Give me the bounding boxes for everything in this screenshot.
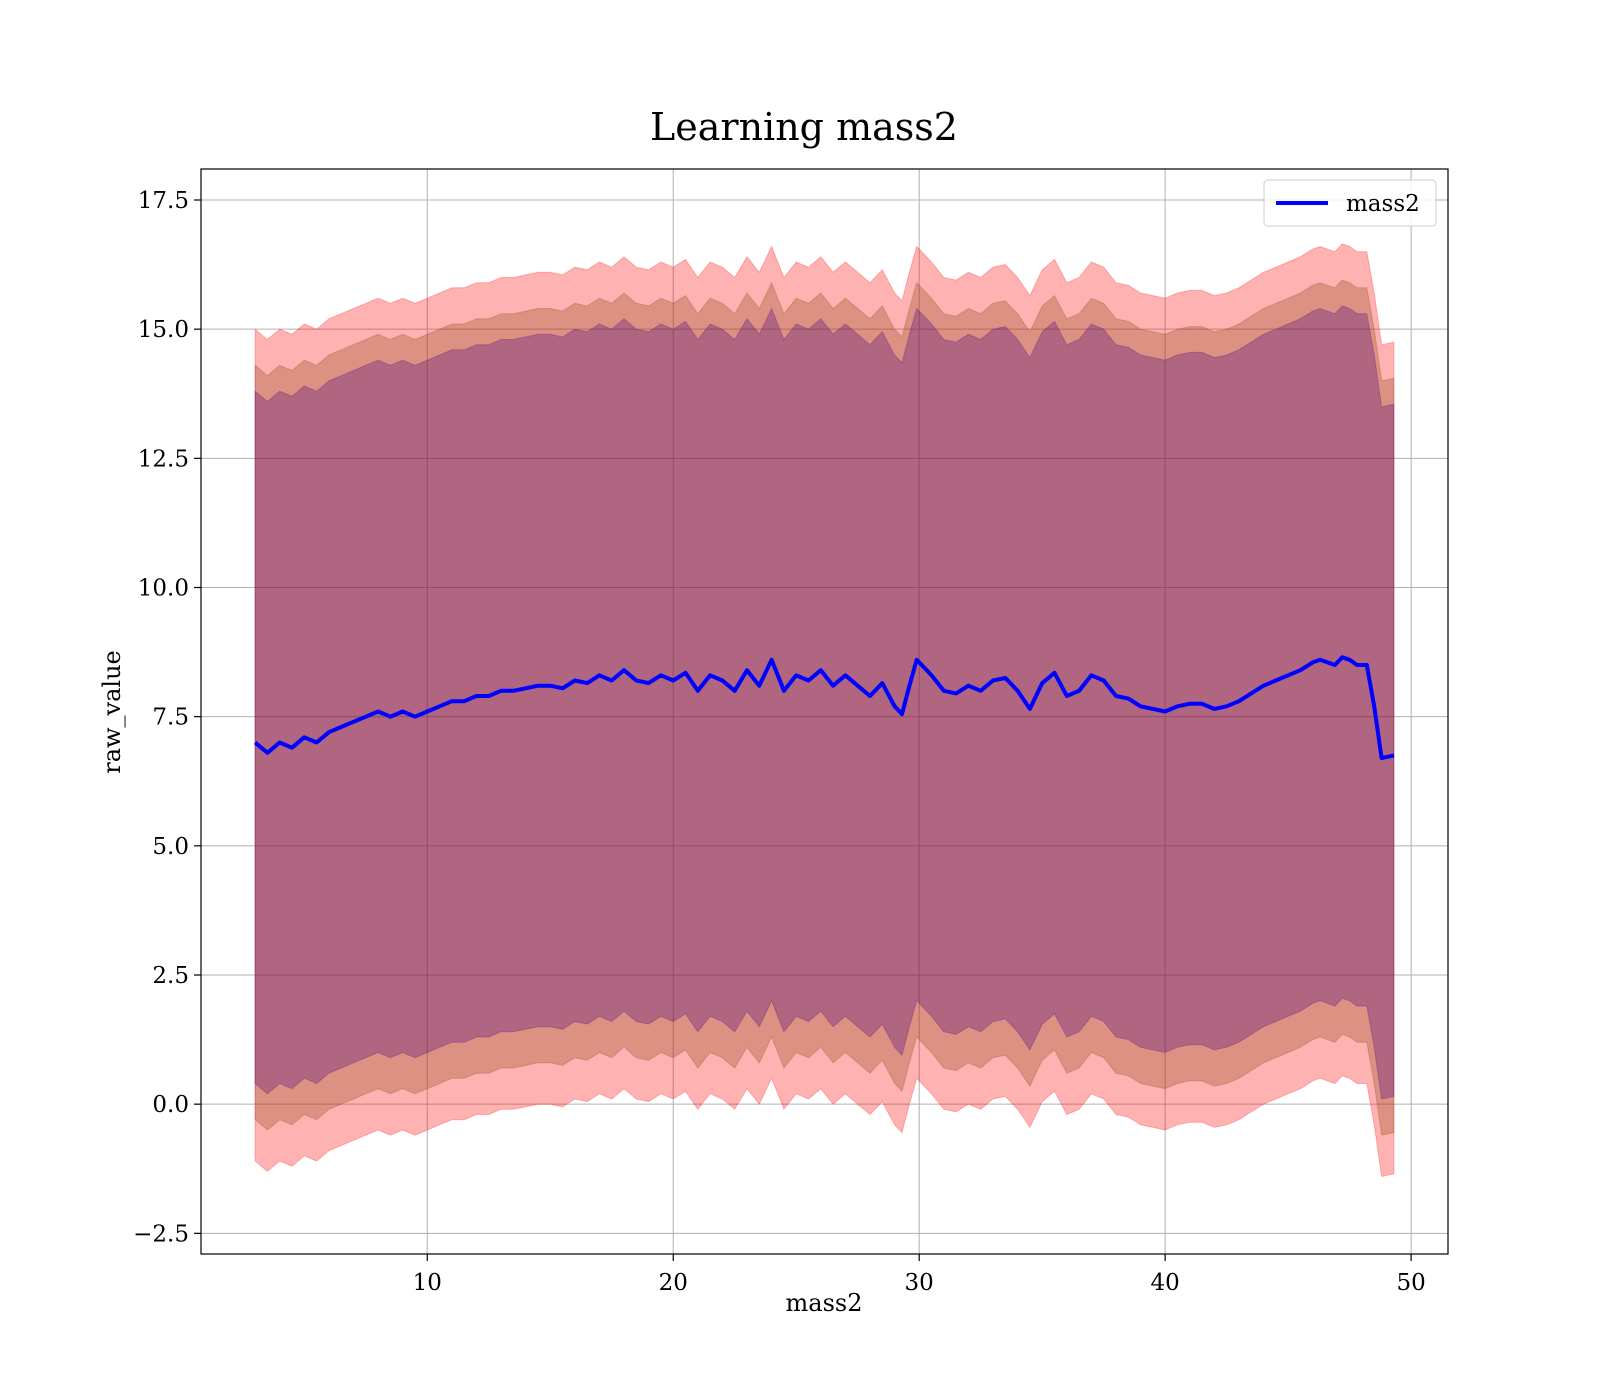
chart-title: Learning mass2 <box>650 105 958 149</box>
x-tick-label: 50 <box>1396 1270 1425 1296</box>
series-line-mass2 <box>253 655 1395 760</box>
x-tick-label: 40 <box>1151 1270 1180 1296</box>
x-tick-label: 30 <box>905 1270 934 1296</box>
plot-background <box>201 169 1448 1254</box>
y-tick-label: 7.5 <box>152 705 189 731</box>
y-tick-label: 12.5 <box>138 446 189 472</box>
x-tick-label: 10 <box>413 1270 442 1296</box>
y-tick-label: 0.0 <box>152 1092 189 1118</box>
confidence-band-2 <box>254 305 1395 1100</box>
confidence-bands <box>254 243 1395 1178</box>
y-tick-label: 17.5 <box>138 188 189 214</box>
x-tick-label: 20 <box>659 1270 688 1296</box>
legend-label-mass2: mass2 <box>1346 191 1420 217</box>
y-axis-label: raw_value <box>98 650 126 774</box>
y-axis-ticks: −2.5 0.0 2.5 5.0 7.5 10.0 12.5 15.0 17.5 <box>133 188 201 1247</box>
y-tick-label: −2.5 <box>133 1221 189 1247</box>
confidence-band-1 <box>254 279 1395 1136</box>
plot-area <box>200 168 1449 1255</box>
y-tick-label: 10.0 <box>138 576 189 602</box>
x-axis-ticks: 10 20 30 40 50 <box>413 1254 1426 1296</box>
y-tick-label: 2.5 <box>152 963 189 989</box>
y-tick-label: 5.0 <box>152 834 189 860</box>
legend-box <box>1263 179 1437 227</box>
confidence-band-0 <box>254 243 1395 1178</box>
legend: mass2 <box>1263 179 1437 227</box>
series-lines <box>253 655 1395 760</box>
x-axis-label: mass2 <box>786 1289 863 1317</box>
plot-frame <box>200 168 1449 1255</box>
grid <box>201 169 1448 1254</box>
y-tick-label: 15.0 <box>138 317 189 343</box>
